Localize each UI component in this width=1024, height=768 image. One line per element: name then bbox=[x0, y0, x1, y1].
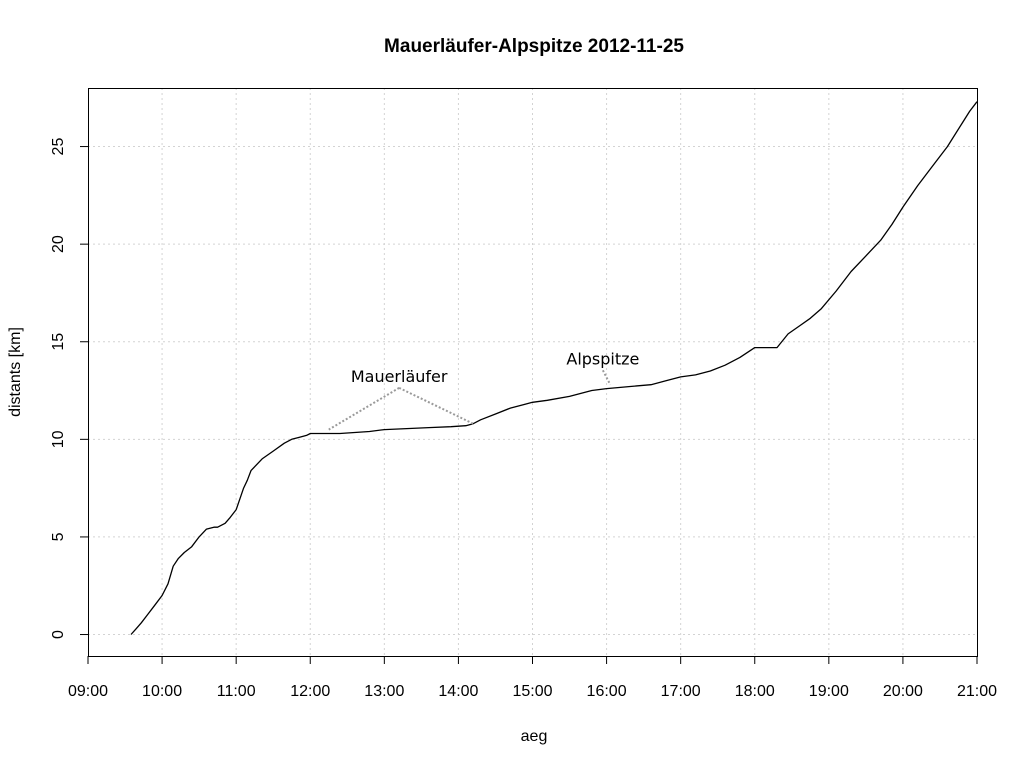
x-tick-label: 15:00 bbox=[512, 683, 552, 700]
annotation-label: Alpspitze bbox=[566, 349, 639, 368]
annotation-leader bbox=[328, 387, 400, 431]
annotation-leader bbox=[398, 386, 474, 425]
x-tick-label: 09:00 bbox=[68, 683, 108, 700]
annotation-leader bbox=[601, 369, 612, 386]
y-tick-label: 15 bbox=[50, 333, 67, 351]
x-tick-label: 11:00 bbox=[217, 683, 256, 700]
x-tick-label: 13:00 bbox=[364, 683, 404, 700]
annotations: Mauerläufer Alpspitze bbox=[328, 349, 639, 431]
y-tick-label: 20 bbox=[50, 235, 67, 253]
distance-series-line bbox=[130, 101, 978, 635]
x-axis-label: aeg bbox=[521, 728, 548, 745]
series-layer bbox=[130, 101, 978, 635]
x-tick-label: 12:00 bbox=[290, 683, 330, 700]
x-tick-label: 20:00 bbox=[883, 683, 923, 700]
x-axis: 09:00 10:00 11:00 12:00 13:00 14:00 15:00 16:00… bbox=[68, 656, 997, 700]
y-tick-label: 25 bbox=[50, 138, 67, 156]
annotation-label: Mauerläufer bbox=[351, 367, 448, 386]
x-tick-label: 16:00 bbox=[587, 683, 627, 700]
y-tick-label: 0 bbox=[50, 630, 67, 639]
y-tick-label: 5 bbox=[50, 532, 67, 541]
y-axis-label: distants [km] bbox=[7, 327, 24, 417]
x-tick-label: 10:00 bbox=[142, 683, 182, 700]
x-tick-label: 18:00 bbox=[735, 683, 775, 700]
grid bbox=[88, 88, 977, 656]
y-tick-label: 10 bbox=[50, 430, 67, 448]
x-tick-label: 14:00 bbox=[438, 683, 478, 700]
y-axis: 0 5 10 15 20 25 bbox=[50, 138, 88, 639]
x-tick-label: 21:00 bbox=[957, 683, 997, 700]
x-tick-label: 19:00 bbox=[809, 683, 849, 700]
chart-title: Mauerläufer-Alpspitze 2012-11-25 bbox=[384, 36, 684, 57]
x-tick-label: 17:00 bbox=[661, 683, 701, 700]
